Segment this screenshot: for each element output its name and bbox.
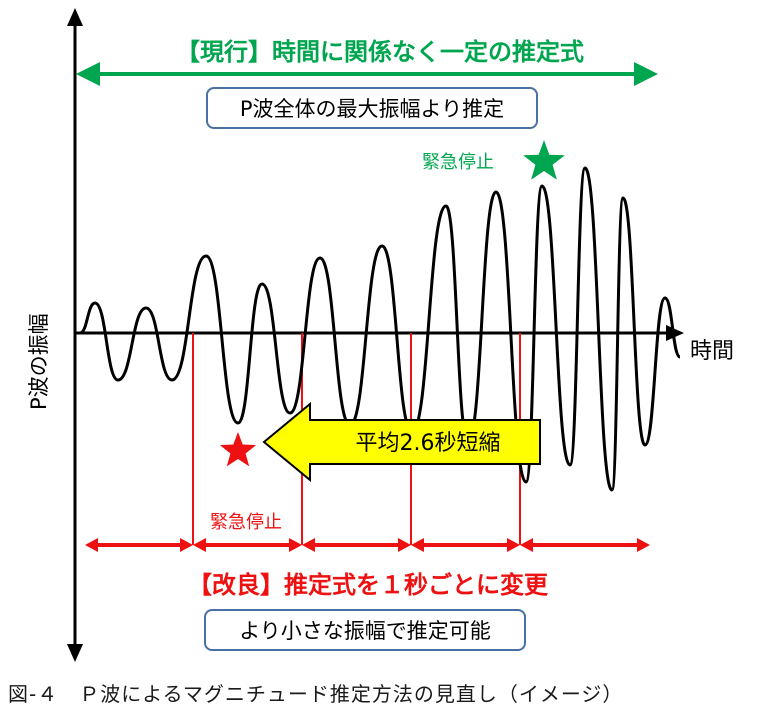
current-stop-label: 緊急停止 bbox=[422, 152, 494, 173]
current-box-text: P波全体の最大振幅より推定 bbox=[240, 97, 504, 121]
y-axis-arrow-bottom bbox=[67, 644, 83, 662]
interval-arrowhead bbox=[85, 538, 98, 552]
star-icon bbox=[219, 432, 257, 467]
interval-arrowhead bbox=[289, 538, 302, 552]
interval-arrowhead bbox=[637, 538, 650, 552]
interval-arrowhead bbox=[302, 538, 315, 552]
improved-box bbox=[204, 609, 526, 651]
x-axis-label: 時間 bbox=[690, 339, 734, 364]
y-axis-arrow-top bbox=[67, 8, 83, 26]
star-icon bbox=[523, 140, 565, 180]
interval-arrowhead bbox=[507, 538, 520, 552]
current-title: 【現行】時間に関係なく一定の推定式 bbox=[176, 38, 584, 66]
improved-stop-label: 緊急停止 bbox=[210, 512, 282, 533]
interval-arrowhead bbox=[193, 538, 206, 552]
interval-arrowhead bbox=[180, 538, 193, 552]
figure-caption: 図-４ Ｐ波によるマグニチュード推定方法の見直し（イメージ） bbox=[8, 682, 624, 706]
callout-arrow bbox=[262, 401, 541, 483]
current-box bbox=[206, 87, 538, 129]
interval-arrowhead bbox=[398, 538, 411, 552]
improved-title: 【改良】推定式を１秒ごとに変更 bbox=[188, 571, 549, 599]
x-axis-arrow bbox=[666, 325, 684, 341]
callout-text: 平均2.6秒短縮 bbox=[356, 431, 501, 456]
interval-arrowhead bbox=[411, 538, 424, 552]
improved-box-text: より小さな振幅で推定可能 bbox=[239, 619, 491, 643]
p-wave-waveform bbox=[79, 166, 682, 492]
interval-arrowhead bbox=[520, 538, 533, 552]
improved-interval-arrows bbox=[85, 538, 650, 552]
y-axis-label: P波の振幅 bbox=[27, 313, 51, 410]
